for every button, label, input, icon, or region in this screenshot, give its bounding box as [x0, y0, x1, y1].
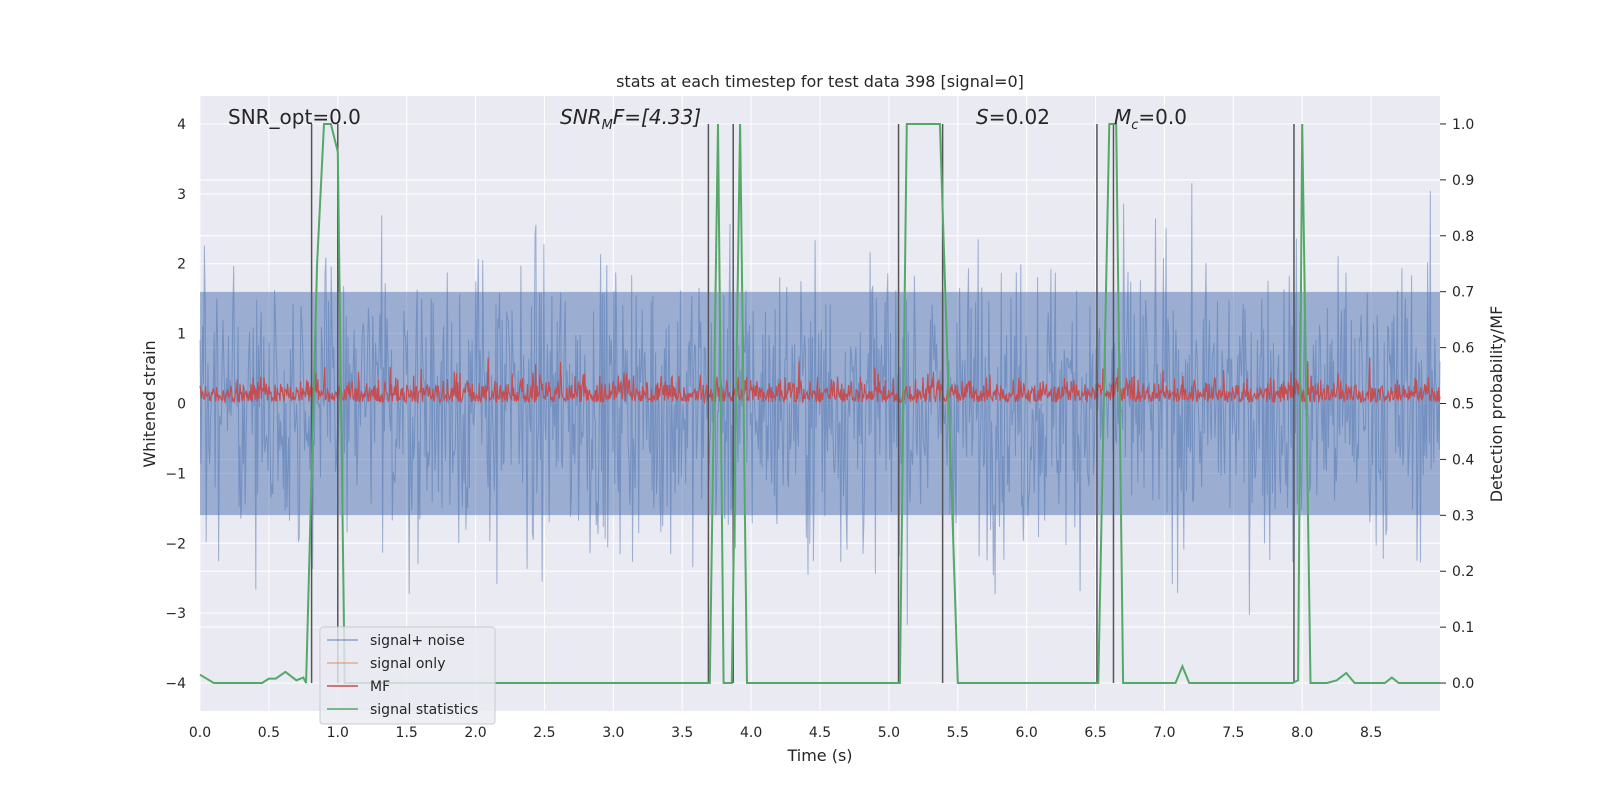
chart-title: stats at each timestep for test data 398… — [616, 72, 1024, 91]
y-axis-label-right: Detection probability/MF — [1487, 306, 1506, 503]
x-tick-label: 0.5 — [258, 725, 280, 741]
y-tick-label-left: 3 — [177, 187, 186, 203]
y-tick-label-right: 0.2 — [1452, 564, 1474, 580]
y-tick-label-right: 0.1 — [1452, 620, 1474, 636]
x-tick-label: 1.0 — [327, 725, 349, 741]
y-tick-label-left: −1 — [165, 466, 186, 482]
y-tick-label-left: −3 — [165, 606, 186, 622]
x-tick-label: 0.0 — [189, 725, 211, 741]
y-tick-label-right: 1.0 — [1452, 117, 1474, 133]
x-tick-label: 7.5 — [1222, 725, 1244, 741]
y-tick-label-right: 0.6 — [1452, 341, 1474, 357]
series-signal-statistics — [199, 123, 1440, 684]
axis-ticks: 0.0 0.5 1.0 1.5 2.0 2.5 3.0 3.5 4.0 4.5 5.0 5.5 6.0 6… — [165, 117, 1474, 741]
y-tick-label-left: 0 — [177, 397, 186, 413]
x-tick-label: 8.0 — [1291, 725, 1313, 741]
x-tick-label: 3.0 — [602, 725, 624, 741]
y-tick-label-right: 0.5 — [1452, 397, 1474, 413]
y-tick-label-left: −2 — [165, 536, 186, 552]
x-tick-label: 6.5 — [1084, 725, 1106, 741]
y-tick-label-left: 2 — [177, 257, 186, 273]
x-tick-label: 5.5 — [947, 725, 969, 741]
x-axis-label: Time (s) — [786, 746, 852, 765]
y-tick-label-right: 0.7 — [1452, 285, 1474, 301]
annotation-mc: Mc=0.0 — [1114, 105, 1187, 133]
x-tick-label: 4.0 — [740, 725, 762, 741]
x-tick-label: 6.0 — [1016, 725, 1038, 741]
x-tick-label: 4.5 — [809, 725, 831, 741]
mf-line — [199, 357, 1441, 405]
y-tick-label-left: 4 — [177, 117, 186, 133]
series-mf — [199, 357, 1441, 405]
y-tick-label-right: 0.0 — [1452, 676, 1474, 692]
x-tick-label: 8.5 — [1360, 725, 1382, 741]
annotation-snr-opt: SNR_opt=0.0 — [228, 105, 361, 129]
y-axis-label-left: Whitened strain — [140, 340, 159, 467]
signal-statistics-line — [199, 123, 1440, 684]
legend-box — [319, 626, 496, 725]
x-tick-label: 2.5 — [533, 725, 555, 741]
x-tick-label: 7.0 — [1153, 725, 1175, 741]
x-tick-label: 1.5 — [396, 725, 418, 741]
y-tick-label-right: 0.4 — [1452, 452, 1474, 468]
y-tick-label-left: −4 — [165, 676, 186, 692]
y-tick-label-right: 0.8 — [1452, 229, 1474, 245]
series-signal-noise — [199, 183, 1441, 625]
legend-label-signal-only: signal only — [370, 656, 445, 672]
legend: signal+ noise signal only MF signal stat… — [319, 626, 496, 725]
legend-label-signal-statistics: signal statistics — [370, 702, 478, 718]
legend-label-signal-noise: signal+ noise — [370, 633, 465, 649]
x-tick-label: 5.0 — [878, 725, 900, 741]
annotation-snr-mf: SNRMF=[4.33] — [560, 105, 701, 133]
y-tick-label-left: 1 — [177, 327, 186, 343]
annotation-s: S=0.02 — [976, 105, 1050, 129]
x-tick-label: 3.5 — [671, 725, 693, 741]
legend-label-mf: MF — [370, 679, 390, 695]
y-tick-label-right: 0.3 — [1452, 508, 1474, 524]
x-tick-label: 2.0 — [464, 725, 486, 741]
y-tick-label-right: 0.9 — [1452, 173, 1474, 189]
